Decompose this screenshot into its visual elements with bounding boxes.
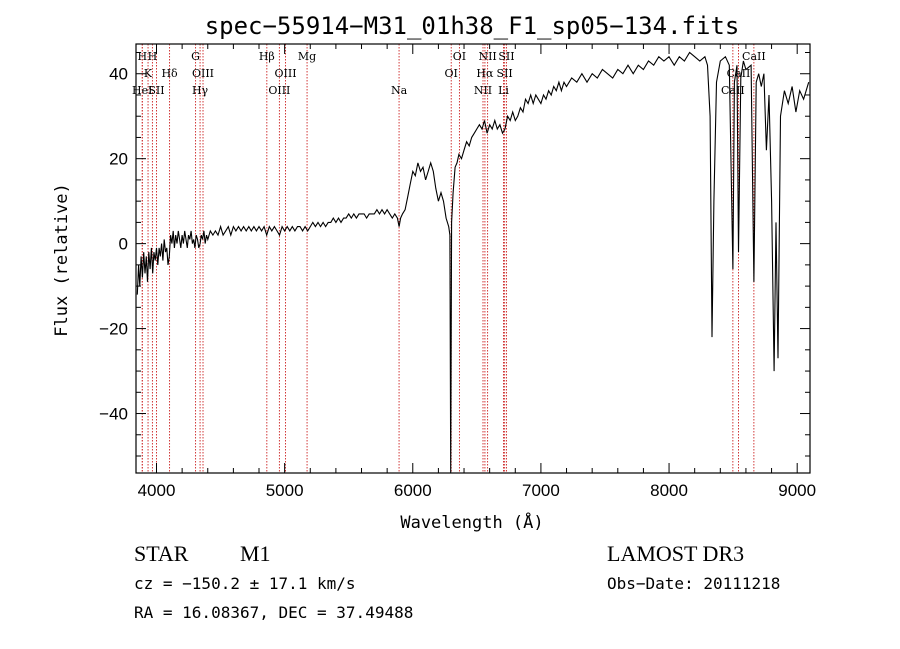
spectral-line-label: SII	[497, 67, 513, 80]
spectral-line-label: Hδ	[161, 67, 178, 80]
y-axis-label: Flux (relative)	[52, 183, 72, 337]
spectral-line-label: Hγ	[192, 84, 209, 97]
x-tick-label: 4000	[138, 481, 176, 500]
x-tick-label: 7000	[522, 481, 560, 500]
y-tick-label: −20	[99, 320, 128, 339]
spectral-line-label: OIII	[192, 67, 214, 80]
x-axis-label: Wavelength (Å)	[400, 511, 543, 533]
spectral-line-label: Li	[498, 84, 509, 97]
x-tick-label: 9000	[778, 481, 816, 500]
observation-date: Obs−Date: 20111218	[607, 574, 780, 593]
spectral-line-label: Na	[391, 84, 408, 97]
spectral-line-label: CaII	[721, 84, 745, 97]
plot-frame	[135, 43, 811, 474]
spectral-line-label: OIII	[275, 67, 297, 80]
spectrum-line	[136, 51, 810, 474]
spectral-line-label: H	[148, 50, 158, 63]
spectral-line-markers	[141, 44, 755, 473]
spectral-line-label: NII	[478, 50, 496, 63]
object-subclass: M1	[240, 541, 271, 566]
spectral-line-label: CaII	[742, 50, 766, 63]
spectral-line-label: Hβ	[259, 50, 275, 63]
spectral-line-label: G	[191, 50, 200, 63]
chart-title: spec−55914−M31_01h38_F1_sp05−134.fits	[205, 12, 740, 40]
y-tick-label: 40	[109, 65, 128, 84]
redshift-velocity: cz = −150.2 ± 17.1 km/s	[134, 574, 356, 593]
spectral-line-label: Mg	[298, 50, 316, 63]
spectral-line-label: Hα	[476, 67, 494, 80]
spectral-line-labels: HKHHeISIIHδGHγOIIIHβOIIIOIIIMgNaOIOINIIH…	[132, 50, 766, 97]
y-axis-ticks: −40 −20 0 20 40	[99, 51, 810, 457]
object-class: STAR	[134, 541, 189, 566]
survey-name: LAMOST DR3	[607, 541, 744, 566]
spectral-line-label: K	[144, 67, 153, 80]
spectral-line-label: SII	[498, 50, 514, 63]
x-tick-label: 8000	[650, 481, 688, 500]
x-axis-ticks: 4000 5000 6000 7000 8000 9000	[138, 44, 816, 500]
spectral-line-label: OI	[453, 50, 466, 63]
y-tick-label: 20	[109, 150, 128, 169]
x-tick-label: 6000	[394, 481, 432, 500]
spectral-line-label: SII	[148, 84, 164, 97]
spectral-line-label: CaII	[727, 67, 751, 80]
spectral-line-label: OIII	[268, 84, 290, 97]
x-tick-label: 5000	[266, 481, 304, 500]
spectral-line-label: OI	[445, 67, 458, 80]
spectral-line-label: H	[137, 50, 147, 63]
y-tick-label: 0	[119, 235, 128, 254]
ra-dec-coordinates: RA = 16.08367, DEC = 37.49488	[134, 603, 413, 622]
spectral-line-label: NII	[474, 84, 492, 97]
spectral-line-label: HeI	[132, 84, 152, 97]
y-tick-label: −40	[99, 405, 128, 424]
